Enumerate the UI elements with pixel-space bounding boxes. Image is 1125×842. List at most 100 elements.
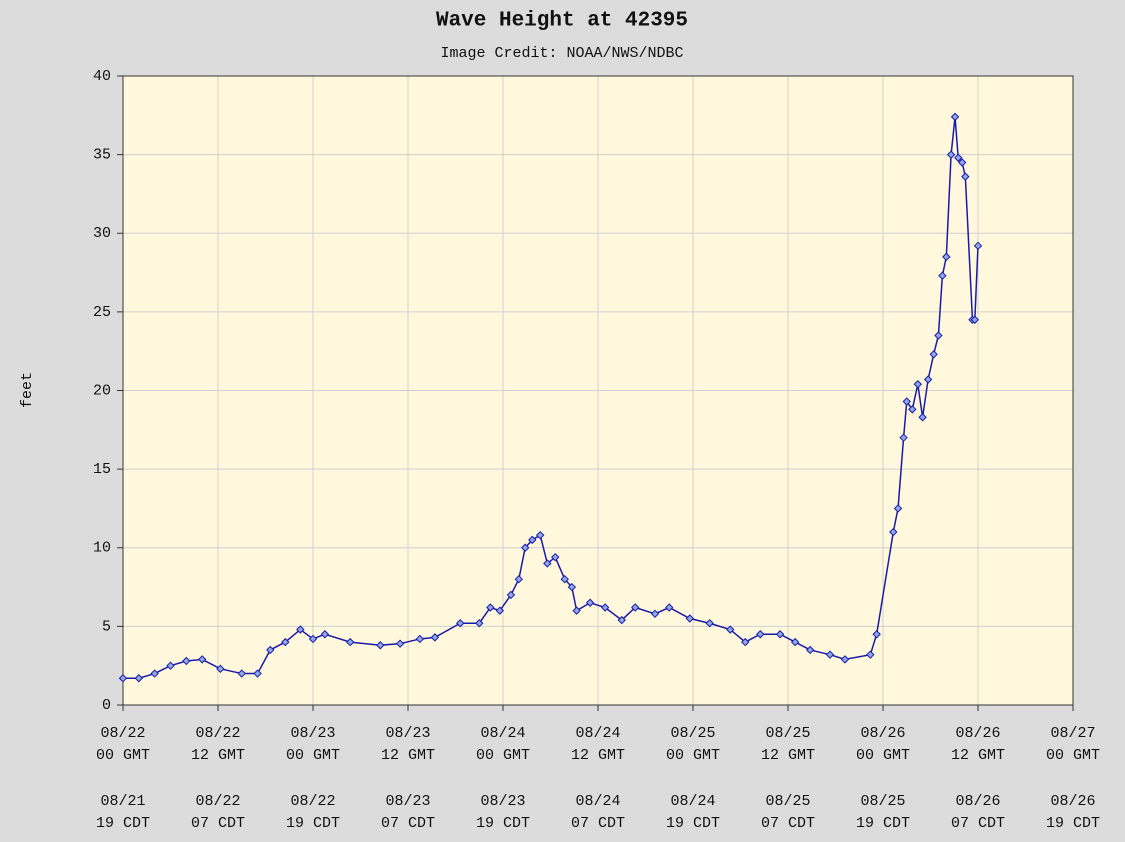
data-point [950,112,960,122]
x-tick-label-local: 08/22 07 CDT [191,793,245,832]
data-point [902,397,911,406]
data-point [866,650,875,659]
data-point [946,150,956,159]
x-tick-label: 08/26 12 GMT [951,725,1005,764]
y-tick-label: 5 [102,618,111,635]
x-tick-label-local: 08/25 07 CDT [761,793,815,832]
x-tick-label-local: 08/26 19 CDT [1046,793,1100,832]
x-tick-label-local: 08/24 19 CDT [666,793,720,832]
plot-border [122,75,1074,706]
data-point [825,650,835,659]
data-point [543,559,552,568]
data-point [514,574,524,584]
data-point [775,630,785,639]
data-point [166,661,175,670]
y-tick-label: 40 [93,68,111,85]
data-point [961,172,970,181]
data-point [150,669,159,678]
data-point [705,619,714,628]
x-tick-label: 08/24 00 GMT [476,725,530,764]
data-point [528,535,537,545]
x-tick-label-local: 08/23 19 CDT [476,793,530,832]
data-point [929,350,938,359]
x-tick-label-local: 08/21 19 CDT [96,793,150,832]
x-tick-label: 08/22 12 GMT [191,725,245,764]
x-tick-label: 08/22 00 GMT [96,725,150,764]
data-point [346,637,355,647]
data-point [197,655,207,664]
data-point [899,433,908,442]
data-point [685,614,695,623]
data-point [918,413,927,422]
data-point [665,603,674,612]
data-point [893,504,903,513]
x-tick-label: 08/23 00 GMT [286,725,340,764]
data-point [585,598,595,607]
data-point [923,375,933,384]
data-point [134,674,144,683]
data-point [495,606,505,615]
data-point [617,615,626,625]
data-point [970,315,980,324]
data-point [536,530,545,540]
data-point [631,603,640,612]
x-tick-label: 08/23 12 GMT [381,725,435,764]
data-point [560,574,569,584]
y-tick-label: 0 [102,697,111,714]
data-point [430,633,440,642]
data-point [600,603,610,612]
x-tick-label: 08/25 12 GMT [761,725,815,764]
data-point [934,331,943,340]
data-point [281,637,290,647]
data-point [954,153,963,162]
data-point [475,619,484,628]
data-point [486,603,495,612]
data-point [957,158,967,167]
x-tick-label-local: 08/26 07 CDT [951,793,1005,832]
y-tick-label: 10 [93,540,111,557]
chart-subtitle: Image Credit: NOAA/NWS/NDBC [440,45,683,62]
data-point [308,634,318,644]
data-point [805,645,815,655]
data-point [840,655,850,664]
data-point [942,252,951,262]
data-point [456,619,465,628]
y-tick-label: 35 [93,147,111,164]
data-point [973,241,983,251]
data-point [913,380,923,389]
x-tick-label-local: 08/24 07 CDT [571,793,625,832]
x-tick-label: 08/27 00 GMT [1046,725,1100,764]
y-tick-label: 15 [93,461,111,478]
data-point [572,606,581,615]
data-point [790,637,800,647]
x-tick-label: 08/26 00 GMT [856,725,910,764]
data-point [253,669,262,678]
y-tick-label: 20 [93,382,111,399]
data-point [889,527,898,537]
data-point [415,634,425,644]
data-point [376,641,385,650]
data-point [520,543,530,552]
x-tick-label-local: 08/22 19 CDT [286,793,340,832]
data-point [726,625,735,634]
x-tick-label: 08/24 12 GMT [571,725,625,764]
data-point [938,271,947,280]
data-point [118,674,128,683]
x-tick-label-local: 08/23 07 CDT [381,793,435,832]
data-point [756,630,765,639]
data-point [872,630,881,639]
y-tick-label: 25 [93,304,111,321]
y-tick-label: 30 [93,225,111,242]
x-tick-label-local: 08/25 19 CDT [856,793,910,832]
data-point [395,639,405,648]
data-point [650,609,660,619]
data-point [266,645,275,655]
data-point [567,582,577,592]
data-point [551,552,560,562]
data-point [296,625,305,634]
data-point [182,656,191,666]
x-tick-label: 08/25 00 GMT [666,725,720,764]
data-point [237,669,246,678]
